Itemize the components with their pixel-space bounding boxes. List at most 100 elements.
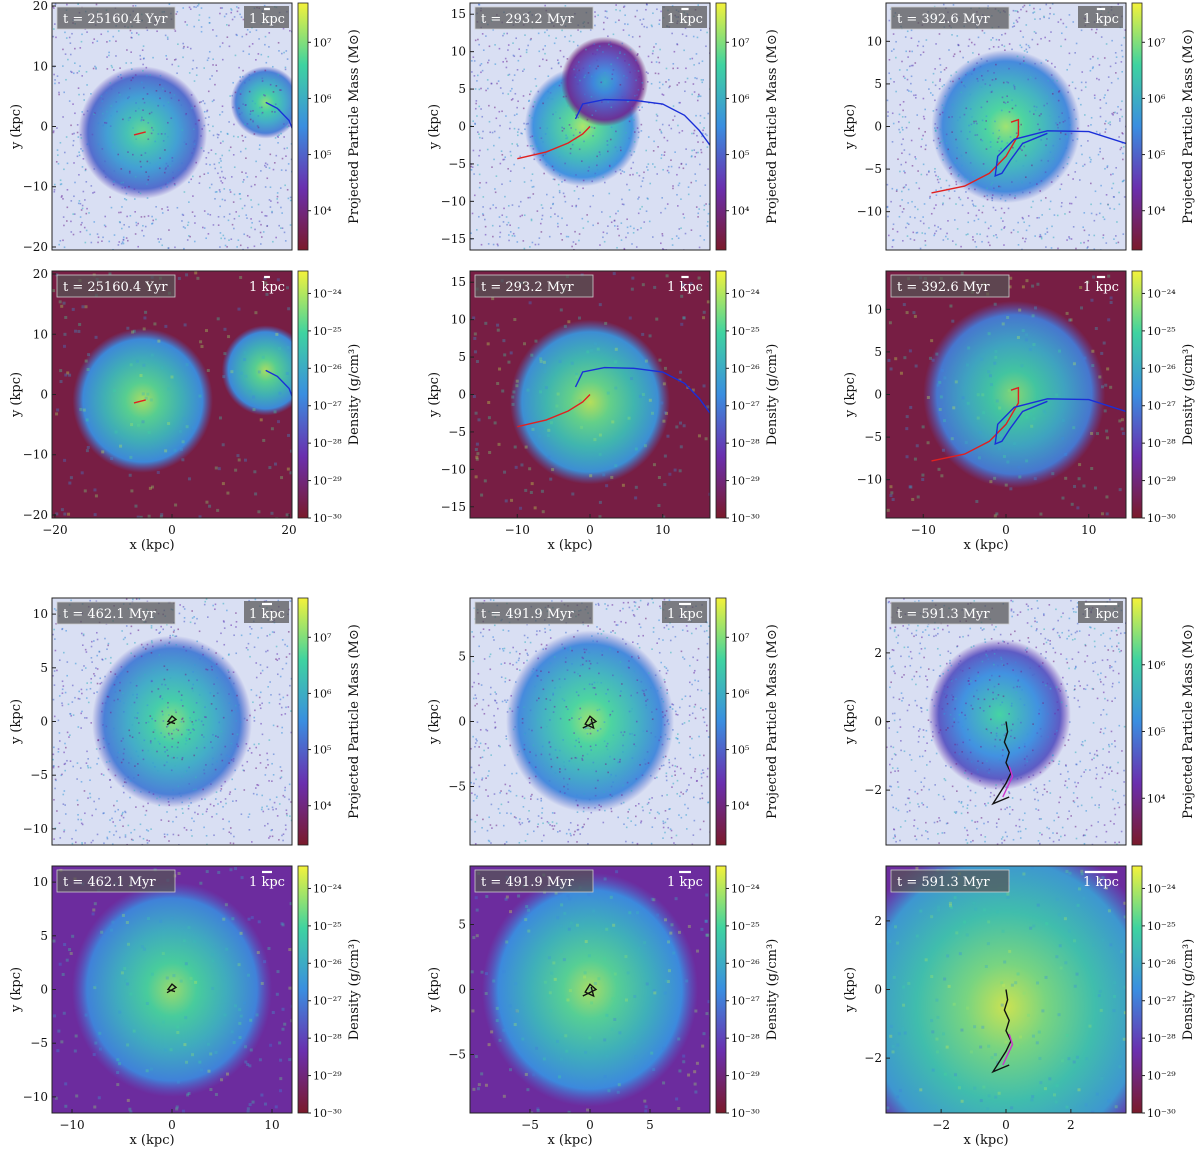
density-blob [928,639,1071,791]
colorbar-tick-label: 10⁻²⁹ [1147,475,1176,488]
scale-bar: 1 kpc [667,275,703,295]
y-tick-label: −10 [23,180,48,194]
plot-image [470,866,710,1113]
y-tick-label: 5 [458,350,466,364]
colorbar-tick-label: 10⁻²⁹ [313,1070,342,1083]
y-tick-label: 0 [40,715,48,729]
y-tick-label: 15 [451,275,466,289]
colorbar-label: Density(g/cm³) [347,939,362,1041]
x-tick-label: −2 [932,1118,950,1132]
orbit-track-merged-track [166,983,178,994]
colorbar [297,270,309,519]
y-tick-label: 20 [33,0,48,13]
colorbar-tick-label: 10⁴ [313,800,332,813]
colorbar-tick-label: 10⁷ [1147,36,1166,49]
time-label-text: t = 392.6 Myr [897,280,990,295]
orbit-track-galaxy2-track [265,369,292,398]
y-tick-label: −20 [23,508,48,522]
plot-image [886,271,1126,518]
density-blob [560,36,649,127]
density-blob [510,319,670,485]
y-tick-label: 15 [451,7,466,21]
time-label-text: t = 462.1 Myr [63,607,156,622]
orbit-track-galaxy1-track [931,118,1020,194]
y-tick-label: −10 [441,462,466,476]
colorbar-tick-label: 10⁻²⁸ [1147,437,1176,450]
time-label-text: t = 25160.4 Yyr [63,280,168,295]
y-axis-label: y (kpc) [427,104,442,150]
colorbar-tick-label: 10⁻³⁰ [1147,512,1176,525]
y-tick-label: −20 [23,240,48,254]
y-tick-label: 10 [451,45,466,59]
x-tick-label: 0 [1002,1118,1010,1132]
scale-bar-label: 1 kpc [667,12,703,27]
plot-image [52,598,292,845]
y-tick-label: 0 [458,983,466,997]
y-tick-label: 10 [867,34,882,48]
time-label: t = 392.6 Myr [890,274,1010,298]
y-tick-label: 2 [874,646,882,660]
scale-bar-label: 1 kpc [667,280,703,295]
y-axis-label: y (kpc) [9,967,24,1013]
colorbar [715,865,727,1114]
colorbar [1131,2,1143,251]
time-label-text: t = 25160.4 Yyr [63,12,168,27]
scale-bar: 1 kpc [244,601,289,623]
x-tick-label: 10 [264,1118,279,1132]
colorbar-tick-label: 10⁷ [731,631,750,644]
panel-density-5: t = 392.6 Myr 1 kpc −10 −5 0 5 10 y (kpc) −10 0 10… [843,270,1196,553]
density-blob [482,872,698,1107]
colorbar-tick-label: 10⁷ [731,36,750,49]
y-tick-label: 5 [874,77,882,91]
time-label: t = 462.1 Myr [56,601,176,625]
panel-density-4: t = 293.2 Myr 1 kpc −15 −10 −5 0 5 10 15 y (kpc) −… [427,270,780,553]
colorbar-tick-label: 10⁴ [313,205,332,218]
orbit-track-merged-track [582,715,598,730]
y-tick-label: 5 [40,929,48,943]
x-axis-label: x (kpc) [129,1133,174,1148]
y-tick-label: −15 [441,232,466,246]
colorbar-tick-label: 10⁻²⁹ [731,1070,760,1083]
y-tick-label: −2 [864,783,882,797]
panel-particle-2: t = 392.6 Myr 1 kpc −10 −5 0 5 10 y (kpc) 10⁴ 10⁵… [843,2,1196,251]
orbit-track-galaxy1-track [133,399,146,404]
density-blob [506,630,674,813]
scale-bar-label: 1 kpc [249,875,285,890]
colorbar-label: Projected Particle Mass(M⊙) [347,29,362,224]
colorbar-tick-label: 10⁻²⁶ [731,362,760,375]
x-tick-label: 0 [168,523,176,537]
y-tick-label: −5 [864,430,882,444]
colorbar-tick-label: 10⁶ [313,92,332,105]
y-tick-label: −5 [448,157,466,171]
colorbar-tick-label: 10⁴ [731,205,750,218]
time-label: t = 293.2 Myr [474,274,594,298]
colorbar-tick-label: 10⁻²⁶ [1147,957,1176,970]
plot-image [886,866,1126,1113]
y-tick-label: 0 [874,715,882,729]
y-tick-label: −2 [864,1051,882,1065]
colorbar-tick-label: 10⁻²⁴ [1147,287,1176,300]
panel-density-11: t = 591.3 Myr 1 kpc −2 0 2 y (kpc) −2 0 2 x (kpc)… [843,865,1196,1148]
panel-particle-0: t = 25160.4 Yyr 1 kpc −20 −10 0 10 20 y (kpc) 10… [9,0,362,254]
orbit-track-merged-track [991,721,1012,806]
colorbar-tick-label: 10⁵ [313,149,331,162]
x-tick-label: −10 [505,523,530,537]
y-tick-label: −10 [23,448,48,462]
y-tick-label: 10 [33,59,48,73]
colorbar-tick-label: 10⁻²⁵ [731,920,760,933]
colorbar-tick-label: 10⁻³⁰ [313,512,342,525]
colorbar-tick-label: 10⁻²⁶ [313,957,342,970]
scale-bar-label: 1 kpc [249,280,285,295]
x-tick-label: 2 [1067,1118,1075,1132]
y-tick-label: 0 [458,120,466,134]
y-axis-label: y (kpc) [427,372,442,418]
y-tick-label: 0 [458,388,466,402]
colorbar-tick-label: 10⁵ [313,744,331,757]
colorbar-tick-label: 10⁴ [1147,792,1166,805]
colorbar-tick-label: 10⁻²⁷ [1147,995,1176,1008]
x-axis-label: x (kpc) [963,538,1008,553]
colorbar-tick-label: 10⁻²⁵ [1147,325,1176,338]
orbit-track-galaxy2-track [994,398,1126,445]
orbit-track-galaxy2-track [265,101,292,130]
colorbar-tick-label: 10⁻³⁰ [1147,1107,1176,1120]
